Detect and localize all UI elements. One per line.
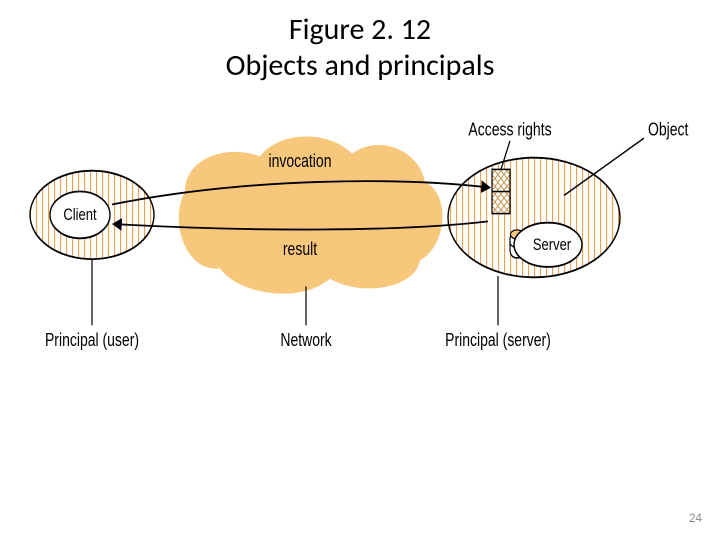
principal-server-label: Principal (server) [445, 331, 551, 351]
title-line-1: Figure 2. 12 [0, 12, 720, 48]
client-label: Client [63, 206, 97, 225]
objects-principals-diagram: Client Server invocation result Access r… [0, 120, 720, 380]
page-number: 24 [689, 511, 702, 526]
network-label: Network [280, 331, 332, 351]
server-label: Server [533, 235, 571, 254]
title-line-2: Objects and principals [0, 48, 720, 84]
figure-title: Figure 2. 12 Objects and principals [0, 0, 720, 84]
access-rights-box [492, 169, 510, 213]
access-rights-label: Access rights [468, 120, 551, 140]
object-label: Object [648, 120, 689, 140]
invocation-label: invocation [269, 151, 332, 171]
principal-user-label: Principal (user) [45, 331, 139, 351]
result-label: result [283, 240, 318, 260]
